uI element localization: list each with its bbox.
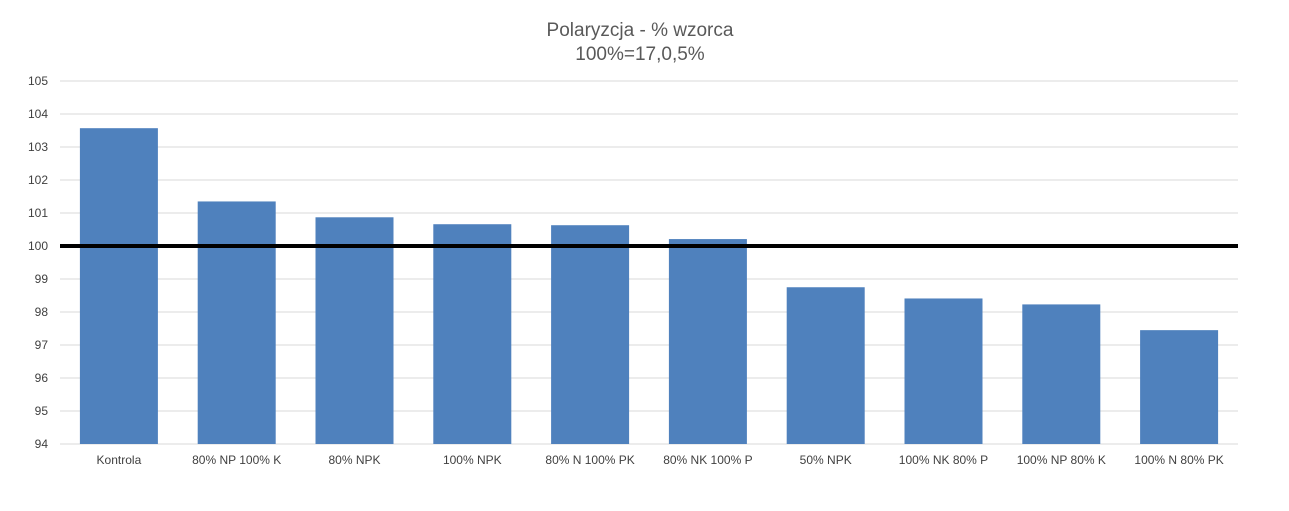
bar <box>668 239 747 444</box>
y-tick-label: 97 <box>35 338 49 352</box>
bar <box>551 225 630 444</box>
x-tick-label: 100% NK 80% P <box>899 453 988 467</box>
y-tick-label: 95 <box>35 404 49 418</box>
chart-title: Polaryzcja - % wzorca <box>547 20 734 41</box>
x-tick-label: 80% N 100% PK <box>545 453 634 467</box>
bar <box>197 201 276 444</box>
y-tick-label: 103 <box>28 140 48 154</box>
y-tick-label: 98 <box>35 305 49 319</box>
x-tick-label: 50% NPK <box>800 453 852 467</box>
y-tick-label: 99 <box>35 272 49 286</box>
y-tick-label: 100 <box>28 239 48 253</box>
bar <box>1140 330 1219 444</box>
bars <box>79 128 1219 444</box>
y-tick-label: 94 <box>35 437 49 451</box>
x-tick-label: 100% N 80% PK <box>1134 453 1223 467</box>
chart-subtitle: 100%=17,0,5% <box>575 44 705 65</box>
bar <box>1022 304 1101 444</box>
bar <box>79 128 158 444</box>
x-tick-label: Kontrola <box>97 453 142 467</box>
x-axis-labels: Kontrola 80% NP 100% K 80% NPK 100% NPK 80% … <box>97 453 1224 467</box>
x-tick-label: 100% NPK <box>443 453 502 467</box>
bar <box>786 287 865 444</box>
x-tick-label: 80% NK 100% P <box>663 453 752 467</box>
bar <box>315 217 394 444</box>
y-tick-label: 102 <box>28 173 48 187</box>
x-tick-label: 80% NPK <box>328 453 380 467</box>
x-tick-label: 100% NP 80% K <box>1017 453 1106 467</box>
x-tick-label: 80% NP 100% K <box>192 453 281 467</box>
y-tick-label: 105 <box>28 74 48 88</box>
y-axis-ticks: 94 95 96 97 98 99 100 101 102 103 104 105 <box>28 74 48 451</box>
bar <box>904 298 983 444</box>
y-tick-label: 96 <box>35 371 49 385</box>
y-tick-label: 101 <box>28 206 48 220</box>
bar <box>433 224 512 444</box>
y-tick-label: 104 <box>28 107 48 121</box>
